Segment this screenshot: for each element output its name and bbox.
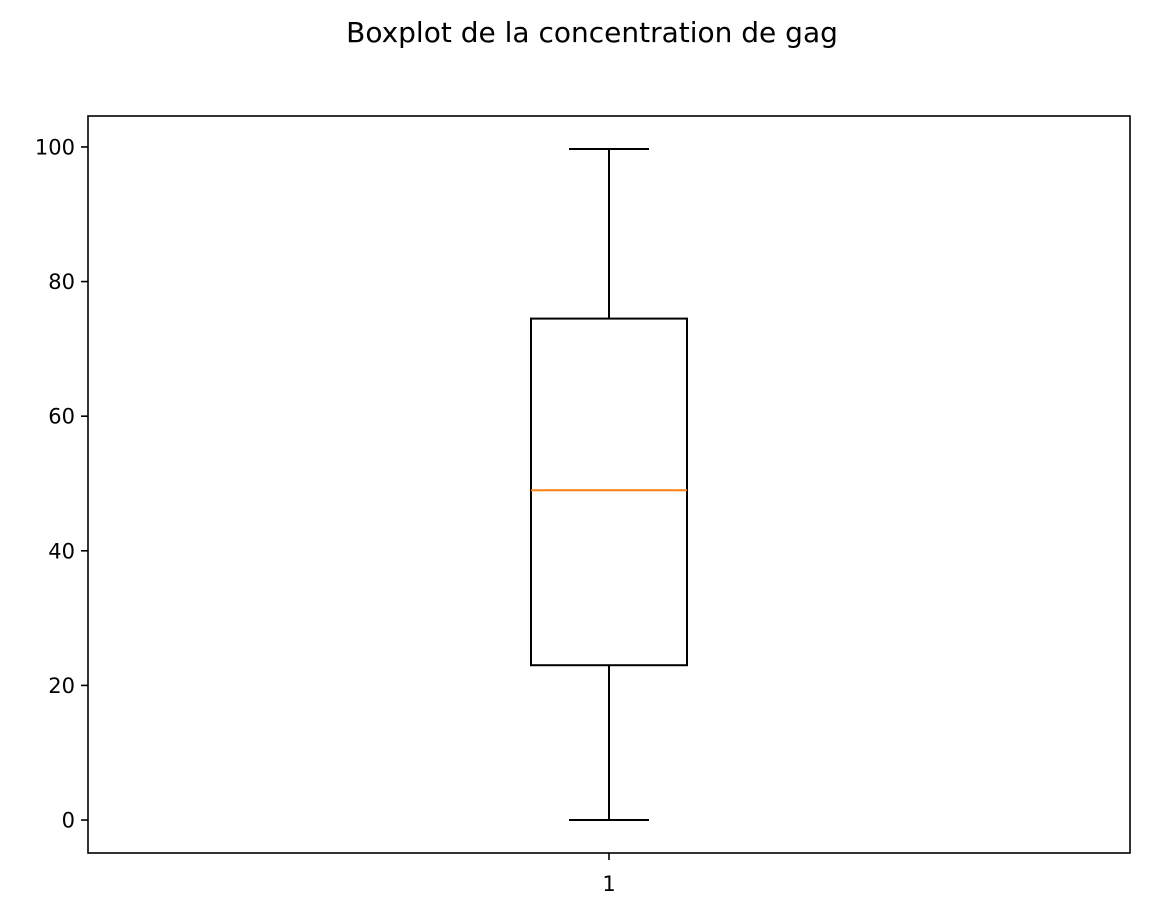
x-tick-label: 1 xyxy=(602,872,615,896)
iqr-box xyxy=(530,317,688,667)
y-tick-label: 80 xyxy=(48,270,75,294)
y-tick-label: 60 xyxy=(48,405,75,429)
plot-frame xyxy=(87,115,1131,854)
y-tick-label: 100 xyxy=(35,135,75,159)
chart-title: Boxplot de la concentration de gag xyxy=(346,16,838,49)
plot-area: 0 20 40 60 80 100 1 xyxy=(35,135,688,896)
y-tick-label: 20 xyxy=(48,674,75,698)
y-tick-label: 0 xyxy=(62,809,75,833)
y-tick-label: 40 xyxy=(48,539,75,563)
